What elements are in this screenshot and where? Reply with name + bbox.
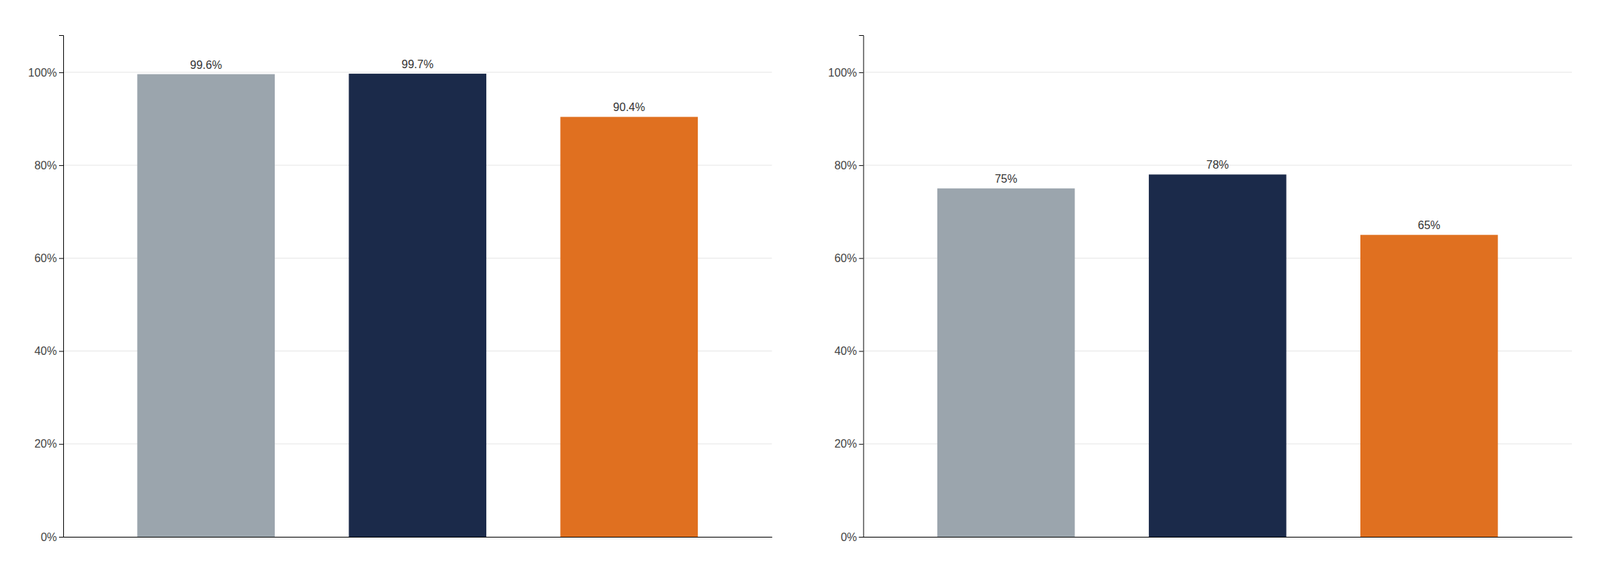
x-axis [863, 536, 1573, 538]
x-axis [63, 536, 773, 538]
grid [863, 72, 1573, 537]
y-tick-label: 20% [34, 437, 57, 450]
chart-root: 0% 20% 40% 60% 80% 100% 99.6% 99.7% 90.4% 0% 20% 40… [0, 0, 1600, 579]
y-tick-mark [59, 444, 64, 445]
y-tick: 0% [840, 531, 863, 544]
y-tick-label: 40% [834, 345, 857, 357]
chart-panel: 0% 20% 40% 60% 80% 100% 75% 78% 65% [828, 35, 1573, 544]
data-label: 99.6% [190, 59, 223, 71]
data-label: 90.4% [613, 101, 646, 114]
data-label: 78% [1206, 158, 1229, 171]
y-tick-label: 0% [840, 531, 857, 544]
bar [1148, 174, 1287, 537]
y-tick-mark [859, 351, 864, 353]
y-tick-label: 40% [34, 345, 57, 357]
bar [137, 74, 275, 537]
data-labels: 99.6% 99.7% 90.4% [190, 58, 646, 114]
grid-line [863, 71, 1573, 73]
bar [348, 73, 487, 537]
y-tick-mark [859, 72, 864, 74]
y-axis: 0% 20% 40% 60% 80% 100% [28, 35, 64, 544]
y-tick-label: 0% [40, 531, 57, 544]
bar [937, 188, 1076, 537]
y-tick-label: 60% [834, 252, 857, 265]
y-tick-mark [859, 257, 864, 259]
y-tick: 0% [40, 531, 64, 544]
y-tick-mark [859, 536, 864, 538]
x-axis-line [63, 536, 773, 538]
y-tick-label: 20% [834, 437, 857, 450]
y-tick-label: 80% [34, 159, 57, 172]
y-tick-mark [59, 165, 64, 166]
y-tick-mark [859, 444, 864, 445]
bar [1360, 234, 1499, 537]
grid [63, 72, 773, 537]
y-tick-mark [859, 165, 864, 166]
y-tick-label: 60% [34, 252, 57, 265]
y-axis: 0% 20% 40% 60% 80% 100% [828, 35, 864, 544]
data-label: 65% [1418, 219, 1441, 232]
data-label: 75% [994, 172, 1018, 185]
y-tick: 20% [34, 437, 64, 450]
y-tick-mark [59, 351, 64, 353]
y-tick: 60% [834, 252, 863, 265]
data-labels: 75% 78% 65% [994, 158, 1441, 232]
y-tick: 80% [834, 159, 863, 172]
y-tick: 60% [34, 252, 64, 265]
y-tick-label: 100% [28, 66, 57, 79]
x-axis-line [863, 536, 1573, 538]
bars [937, 174, 1499, 537]
chart-panel: 0% 20% 40% 60% 80% 100% 99.6% 99.7% 90.4% [28, 35, 773, 544]
data-label: 99.7% [401, 58, 434, 71]
y-tick-label: 80% [834, 159, 857, 172]
y-tick-label: 100% [828, 66, 858, 79]
y-tick: 100% [28, 66, 64, 79]
y-tick: 40% [34, 345, 64, 357]
bars [137, 73, 698, 537]
bar [560, 116, 698, 537]
y-tick-mark [59, 536, 64, 538]
y-tick: 80% [34, 159, 64, 172]
y-tick: 100% [828, 66, 864, 79]
y-axis-line [59, 35, 64, 538]
y-tick-mark [59, 72, 64, 74]
y-tick-mark [59, 257, 64, 259]
grid-line [63, 71, 773, 73]
y-tick: 20% [834, 437, 863, 450]
y-axis-line [859, 35, 865, 538]
y-tick: 40% [834, 345, 863, 357]
